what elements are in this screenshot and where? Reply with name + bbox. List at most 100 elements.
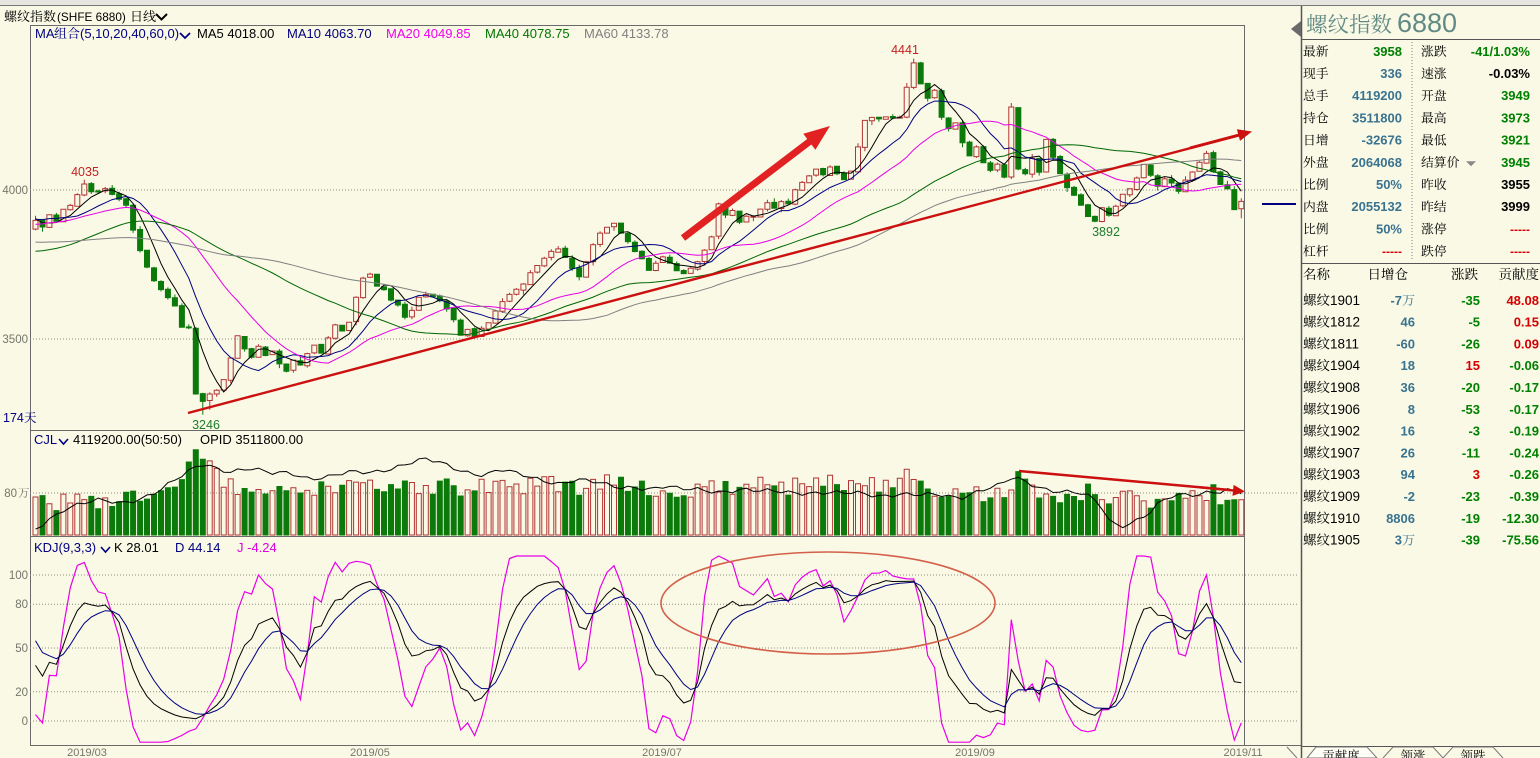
svg-text:4441: 4441 [891,43,919,57]
svg-text:-0.17: -0.17 [1509,380,1539,395]
svg-text:-0.03%: -0.03% [1489,66,1531,81]
svg-text:6880: 6880 [1397,8,1457,38]
svg-text:MA: MA [35,26,55,41]
svg-text:J -4.24: J -4.24 [237,540,277,555]
svg-text:-35: -35 [1461,293,1480,308]
svg-text:-3: -3 [1468,424,1480,439]
svg-text:174: 174 [3,411,24,425]
svg-text:MA10 4063.70: MA10 4063.70 [287,26,372,41]
svg-text:1902: 1902 [1330,424,1360,439]
svg-text:3999: 3999 [1501,199,1530,214]
svg-text:-75.56: -75.56 [1502,533,1539,548]
svg-text:-----: ----- [1510,245,1530,259]
svg-text:CJL: CJL [34,432,57,447]
svg-text:2019/05: 2019/05 [350,747,390,758]
svg-text:2019/03: 2019/03 [67,747,107,758]
svg-text:-----: ----- [1382,245,1402,259]
svg-text:3973: 3973 [1501,110,1530,125]
svg-text:1907: 1907 [1330,445,1360,460]
svg-text:K 28.01: K 28.01 [114,540,159,555]
svg-text:1812: 1812 [1330,315,1360,330]
svg-text:50%: 50% [1376,221,1402,236]
svg-text:-0.26: -0.26 [1509,467,1539,482]
svg-text:100: 100 [9,570,28,582]
svg-text:3945: 3945 [1501,155,1530,170]
svg-text:KDJ(9,3,3): KDJ(9,3,3) [34,540,96,555]
svg-text:18: 18 [1401,358,1415,373]
svg-text:4035: 4035 [71,165,99,179]
svg-text:3500: 3500 [2,334,28,346]
svg-text:1909: 1909 [1330,489,1360,504]
svg-text:46: 46 [1401,315,1415,330]
svg-text:94: 94 [1401,467,1416,482]
svg-text:(5,10,20,40,60,0): (5,10,20,40,60,0) [80,26,179,41]
svg-text:1906: 1906 [1330,402,1360,417]
svg-text:80: 80 [4,488,17,500]
svg-text:1905: 1905 [1330,533,1360,548]
svg-text:2055132: 2055132 [1351,199,1402,214]
svg-text:3892: 3892 [1092,225,1120,239]
svg-text:1811: 1811 [1330,336,1359,351]
svg-text:-0.24: -0.24 [1509,445,1539,460]
svg-text:MA5 4018.00: MA5 4018.00 [197,26,274,41]
svg-text:4000: 4000 [2,185,28,197]
svg-text:4119200.00(50:50): 4119200.00(50:50) [73,432,182,447]
svg-text:3511800: 3511800 [1352,110,1402,125]
svg-text:4119200: 4119200 [1352,88,1402,103]
svg-text:1910: 1910 [1330,511,1360,526]
svg-text:-39: -39 [1461,533,1480,548]
svg-text:1904: 1904 [1330,358,1361,373]
svg-text:-26: -26 [1461,336,1480,351]
svg-text:2019/09: 2019/09 [955,747,995,758]
svg-text:3921: 3921 [1501,133,1530,148]
svg-text:1908: 1908 [1330,380,1360,395]
svg-text:48.08: 48.08 [1506,293,1539,308]
svg-text:-12.30: -12.30 [1502,511,1539,526]
svg-text:(SHFE 6880): (SHFE 6880) [57,10,126,24]
svg-text:-53: -53 [1461,402,1480,417]
svg-text:-2: -2 [1403,489,1415,504]
svg-text:-41/1.03%: -41/1.03% [1471,44,1531,59]
svg-text:36: 36 [1401,380,1415,395]
svg-text:50%: 50% [1376,177,1402,192]
svg-text:15: 15 [1466,358,1480,373]
svg-text:80: 80 [15,599,28,611]
svg-text:OPID 3511800.00: OPID 3511800.00 [200,432,303,447]
svg-text:-60: -60 [1396,336,1415,351]
svg-text:3: 3 [1395,533,1402,548]
svg-text:MA40 4078.75: MA40 4078.75 [485,26,570,41]
svg-text:336: 336 [1380,66,1402,81]
svg-text:D 44.14: D 44.14 [175,540,221,555]
svg-text:3: 3 [1473,467,1480,482]
svg-text:2019/07: 2019/07 [642,747,682,758]
svg-text:3955: 3955 [1501,177,1530,192]
svg-text:-32676: -32676 [1362,133,1402,148]
svg-text:8: 8 [1408,402,1415,417]
svg-text:50: 50 [15,643,28,655]
svg-text:2064068: 2064068 [1351,155,1402,170]
svg-text:16: 16 [1401,424,1415,439]
svg-text:26: 26 [1401,445,1415,460]
svg-text:-23: -23 [1461,489,1480,504]
svg-text:-20: -20 [1461,380,1480,395]
svg-text:-0.06: -0.06 [1509,358,1539,373]
svg-text:20: 20 [15,687,28,699]
svg-text:3949: 3949 [1501,88,1530,103]
svg-text:-0.39: -0.39 [1509,489,1539,504]
svg-text:-19: -19 [1461,511,1480,526]
svg-text:-7: -7 [1390,293,1402,308]
svg-text:1901: 1901 [1330,293,1360,308]
svg-text:-0.17: -0.17 [1509,402,1539,417]
svg-text:1903: 1903 [1330,467,1360,482]
svg-text:MA20 4049.85: MA20 4049.85 [386,26,471,41]
svg-text:8806: 8806 [1386,511,1415,526]
svg-text:-0.19: -0.19 [1509,424,1539,439]
svg-text:0.09: 0.09 [1514,336,1539,351]
svg-text:3958: 3958 [1373,44,1402,59]
svg-text:3246: 3246 [192,418,220,432]
svg-text:MA60 4133.78: MA60 4133.78 [584,26,669,41]
svg-text:-11: -11 [1462,445,1480,460]
svg-text:-----: ----- [1510,222,1530,236]
svg-text:2019/11: 2019/11 [1224,747,1263,758]
svg-text:0: 0 [22,716,28,728]
